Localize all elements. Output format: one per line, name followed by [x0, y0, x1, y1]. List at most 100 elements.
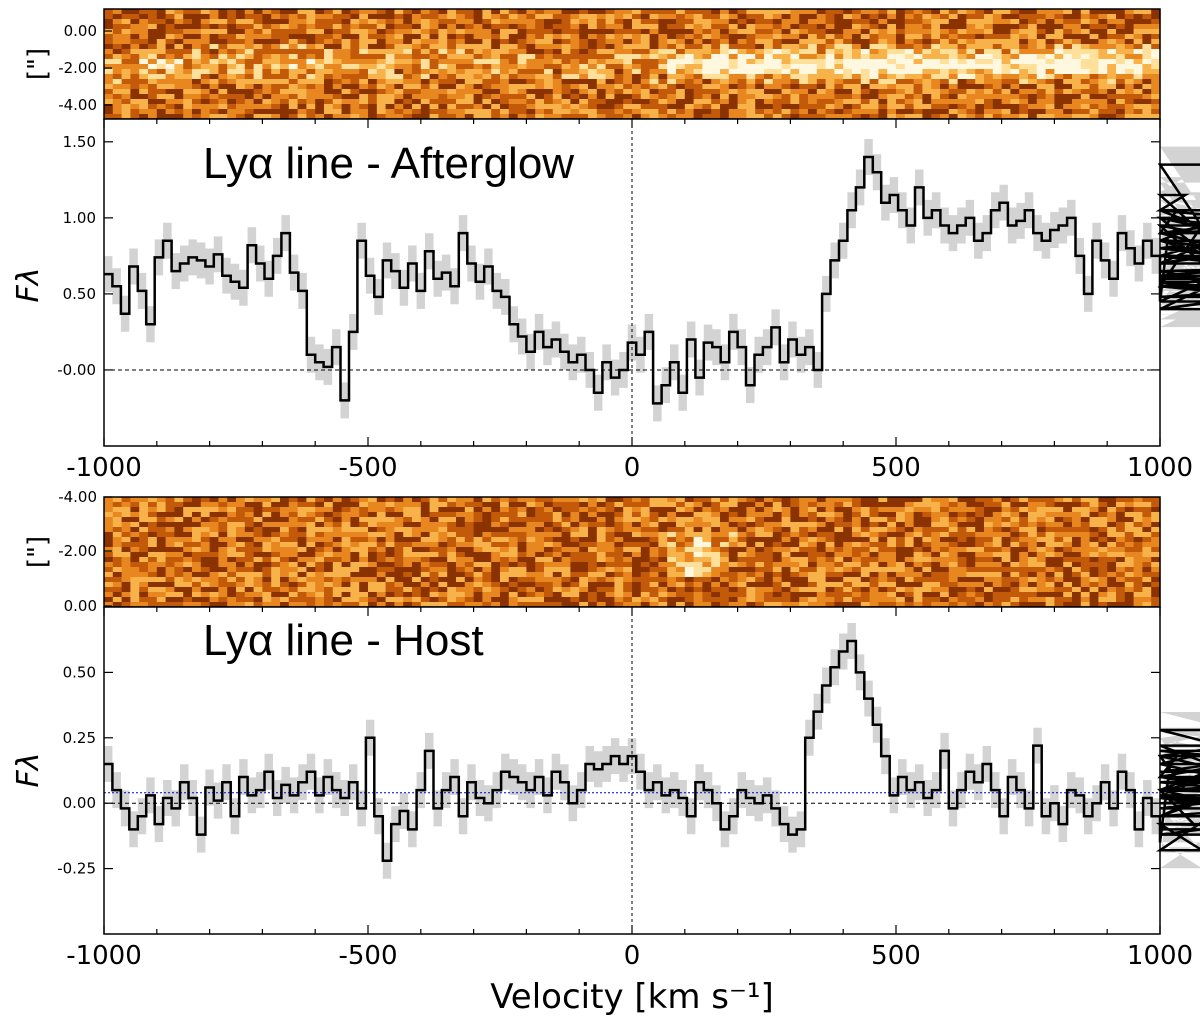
spectrum-2d-pixel — [394, 69, 404, 75]
spectrum-2d-pixel — [306, 567, 316, 573]
spectrum-2d-pixel — [165, 9, 175, 15]
spectrum-2d-pixel — [676, 104, 686, 110]
spectrum-2d-pixel — [429, 522, 439, 528]
spectrum-2d-pixel — [852, 44, 862, 50]
spectrum-2d-pixel — [280, 512, 290, 518]
spectrum-2d-pixel — [755, 507, 765, 513]
spectrum-2d-pixel — [702, 49, 712, 55]
spectrum-2d-pixel — [755, 547, 765, 553]
spectrum-2d-pixel — [1010, 527, 1020, 533]
spectrum-2d-pixel — [1098, 79, 1108, 85]
spectrum-2d-pixel — [913, 19, 923, 25]
spectrum-2d-pixel — [1010, 104, 1020, 110]
spectrum-2d-pixel — [596, 19, 607, 25]
spectrum-2d-pixel — [236, 39, 246, 45]
spectrum-2d-pixel — [1054, 59, 1064, 65]
spectrum-2d-pixel — [332, 19, 343, 25]
spectrum-2d-pixel — [429, 24, 439, 30]
spectrum-2d-pixel — [183, 29, 193, 35]
spectrum-2d-pixel — [737, 19, 747, 25]
spectrum-2d-pixel — [1036, 542, 1047, 548]
spectrum-2d-pixel — [315, 64, 325, 70]
spectrum-2d-pixel — [940, 587, 950, 593]
spectrum-2d-pixel — [1089, 14, 1099, 20]
spectrum-2d-pixel — [764, 527, 774, 533]
spectrum-2d-pixel — [500, 39, 510, 45]
spectrum-2d-pixel — [500, 562, 510, 568]
spectrum-2d-pixel — [570, 94, 580, 100]
spectrum-2d-pixel — [1045, 14, 1055, 20]
spectrum-2d-pixel — [1142, 14, 1152, 20]
spectrum-2d-pixel — [297, 44, 307, 50]
spectrum-2d-pixel — [271, 557, 281, 563]
spectrum-2d-pixel — [834, 577, 844, 583]
spectrum-2d-pixel — [148, 507, 158, 513]
spectrum-2d-pixel — [913, 69, 923, 75]
spectrum-2d-pixel — [552, 19, 563, 25]
spectrum-2d-pixel — [1089, 537, 1099, 543]
spectrum-2d-pixel — [764, 512, 774, 518]
spectrum-2d-pixel — [799, 532, 809, 538]
spectrum-2d-pixel — [1107, 54, 1117, 60]
spectrum-2d-pixel — [737, 104, 747, 110]
spectrum-2d-pixel — [808, 587, 818, 593]
spectrum-2d-pixel — [464, 577, 475, 583]
spectrum-2d-pixel — [1054, 64, 1064, 70]
spectrum-2d-pixel — [790, 557, 800, 563]
spectrum-2d-pixel — [843, 502, 853, 508]
spectrum-2d-pixel — [940, 24, 950, 30]
spectrum-2d-pixel — [156, 59, 167, 65]
spectrum-2d-pixel — [324, 59, 334, 65]
afterglow-error-band — [104, 139, 1200, 422]
spectrum-2d-pixel — [148, 99, 158, 105]
spectrum-2d-pixel — [403, 89, 413, 95]
spectrum-2d-pixel — [324, 89, 334, 95]
spectrum-2d-pixel — [614, 29, 624, 35]
spectrum-2d-pixel — [808, 577, 818, 583]
spectrum-2d-pixel — [728, 39, 739, 45]
spectrum-2d-pixel — [112, 49, 123, 55]
spectrum-2d-pixel — [394, 49, 404, 55]
spectrum-2d-pixel — [1063, 114, 1073, 120]
spectrum-2d-pixel — [667, 24, 677, 30]
spectrum-2d-pixel — [315, 502, 325, 508]
spectrum-2d-pixel — [878, 577, 888, 583]
spectrum-2d-pixel — [376, 522, 387, 528]
spectrum-2d-pixel — [104, 89, 114, 95]
spectrum-2d-pixel — [535, 34, 545, 40]
spectrum-2d-pixel — [447, 14, 457, 20]
spectrum-2d-pixel — [825, 44, 835, 50]
spectrum-2d-pixel — [852, 502, 862, 508]
spectrum-2d-pixel — [588, 69, 598, 75]
spectrum-2d-pixel — [1151, 572, 1161, 578]
spectrum-2d-afterglow-ticks: 0.00-2.00-4.00 — [58, 22, 112, 114]
spectrum-2d-pixel — [1089, 567, 1099, 573]
spectrum-2d-pixel — [711, 109, 721, 115]
spectrum-2d-pixel — [420, 587, 431, 593]
spectrum-2d-pixel — [288, 552, 299, 558]
spectrum-2d-pixel — [1142, 109, 1152, 115]
spectrum-2d-pixel — [1089, 527, 1099, 533]
spectrum-2d-pixel — [984, 64, 994, 70]
spectrum-2d-pixel — [1107, 512, 1117, 518]
spectrum-2d-pixel — [693, 552, 703, 558]
spectrum-2d-pixel — [658, 14, 668, 20]
spectrum-2d-pixel — [904, 79, 915, 85]
spectrum-2d-pixel — [623, 532, 633, 538]
spectrum-2d-pixel — [1045, 109, 1055, 115]
spectrum-2d-pixel — [693, 79, 703, 85]
spectrum-2d-pixel — [904, 587, 915, 593]
spectrum-2d-pixel — [931, 572, 941, 578]
spectrum-2d-pixel — [676, 79, 686, 85]
spectrum-2d-pixel — [799, 19, 809, 25]
spectrum-2d-pixel — [544, 582, 554, 588]
spectrum-2d-pixel — [447, 89, 457, 95]
spectrum-2d-pixel — [957, 512, 967, 518]
spectrum-2d-pixel — [192, 502, 202, 508]
spectrum-2d-pixel — [447, 44, 457, 50]
spectrum-2d-pixel — [121, 44, 131, 50]
spectrum-2d-pixel — [887, 24, 897, 30]
spectrum-2d-pixel — [121, 537, 131, 543]
spectrum-2d-pixel — [350, 547, 360, 553]
spectrum-2d-pixel — [429, 577, 439, 583]
